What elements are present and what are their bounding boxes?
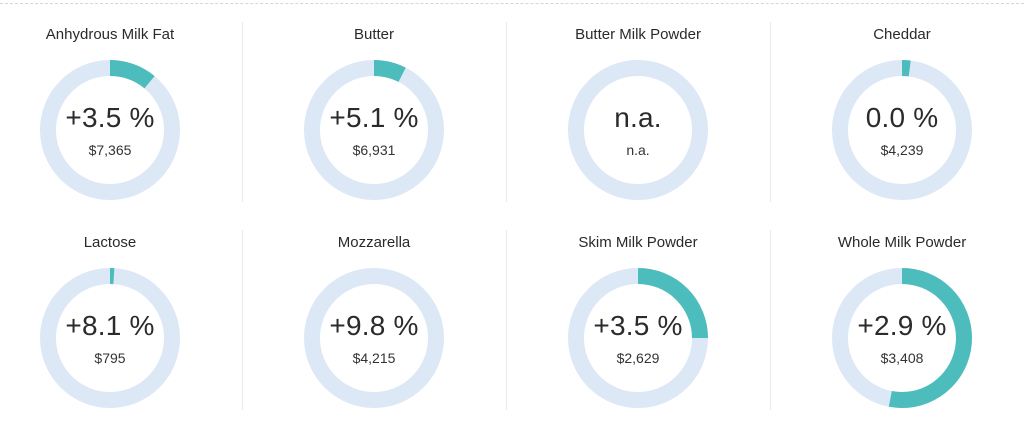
product-card[interactable]: Lactose: [0, 0, 242, 251]
donut-ring: [40, 60, 180, 200]
price-value: $2,629: [616, 350, 660, 366]
price-value: $6,931: [352, 142, 396, 158]
price-change-gauge: +3.5 % $2,629: [566, 266, 710, 410]
product-card[interactable]: Cheddar: [770, 0, 1024, 208]
price-value: n.a.: [626, 142, 650, 158]
column-divider: [506, 230, 507, 410]
product-card[interactable]: Mozzarella: [242, 0, 506, 251]
column-divider: [242, 230, 243, 410]
donut-ring: [568, 268, 708, 408]
donut-ring: [304, 60, 444, 200]
product-card[interactable]: Anhydrous Milk Fat: [0, 0, 242, 208]
price-value: $3,408: [880, 350, 924, 366]
product-card[interactable]: Whole Milk Powder: [770, 0, 1024, 251]
product-card[interactable]: Butter: [242, 0, 506, 208]
column-divider: [770, 230, 771, 410]
donut-ring: [832, 60, 972, 200]
price-value: $7,365: [88, 142, 132, 158]
product-title: Skim Milk Powder: [578, 234, 698, 251]
price-change-gauge: +2.9 % $3,408: [830, 266, 974, 410]
gauge-fill-arc: [40, 268, 180, 408]
gauge-fill-arc: [304, 60, 444, 200]
gauge-fill-arc: [832, 268, 972, 408]
price-value: $4,239: [880, 142, 924, 158]
price-change-gauge: n.a. n.a.: [566, 58, 710, 202]
price-change-gauge: +8.1 % $795: [38, 266, 182, 410]
price-change-gauge: +3.5 % $7,365: [38, 58, 182, 202]
product-title: Mozzarella: [337, 234, 411, 251]
product-card[interactable]: Skim Milk Powder: [506, 0, 770, 251]
product-title: Butter Milk Powder: [575, 26, 701, 43]
percent-change: 0.0 %: [865, 102, 939, 133]
percent-change: +2.9 %: [857, 310, 947, 341]
product-title: Butter: [353, 26, 395, 43]
percent-change: +8.1 %: [65, 310, 155, 341]
gauge-track: [568, 60, 708, 200]
price-change-gauge: +9.8 % $4,215: [302, 266, 446, 410]
gauge-fill-arc: [40, 60, 180, 200]
donut-ring: [40, 268, 180, 408]
gauge-fill-arc: [568, 268, 708, 408]
donut-ring: [568, 60, 708, 200]
gauge-track: [304, 268, 444, 408]
product-title: Cheddar: [873, 26, 931, 43]
column-divider: [770, 22, 771, 202]
price-value: $795: [94, 350, 126, 366]
percent-change: n.a.: [614, 102, 662, 133]
percent-change: +3.5 %: [593, 310, 683, 341]
column-divider: [506, 22, 507, 202]
donut-ring: [832, 268, 972, 408]
gauge-fill-arc: [832, 60, 972, 200]
price-change-gauge: 0.0 % $4,239: [830, 58, 974, 202]
column-divider: [242, 22, 243, 202]
price-value: $4,215: [352, 350, 396, 366]
percent-change: +3.5 %: [65, 102, 155, 133]
price-change-gauge: +5.1 % $6,931: [302, 58, 446, 202]
top-dashed-rule: [0, 3, 1024, 4]
product-title: Anhydrous Milk Fat: [45, 26, 175, 43]
percent-change: +5.1 %: [329, 102, 419, 133]
donut-ring: [304, 268, 444, 408]
product-card[interactable]: Butter Milk Powder: [506, 0, 770, 208]
product-title: Whole Milk Powder: [837, 234, 967, 251]
product-title: Lactose: [83, 234, 137, 251]
percent-change: +9.8 %: [329, 310, 419, 341]
